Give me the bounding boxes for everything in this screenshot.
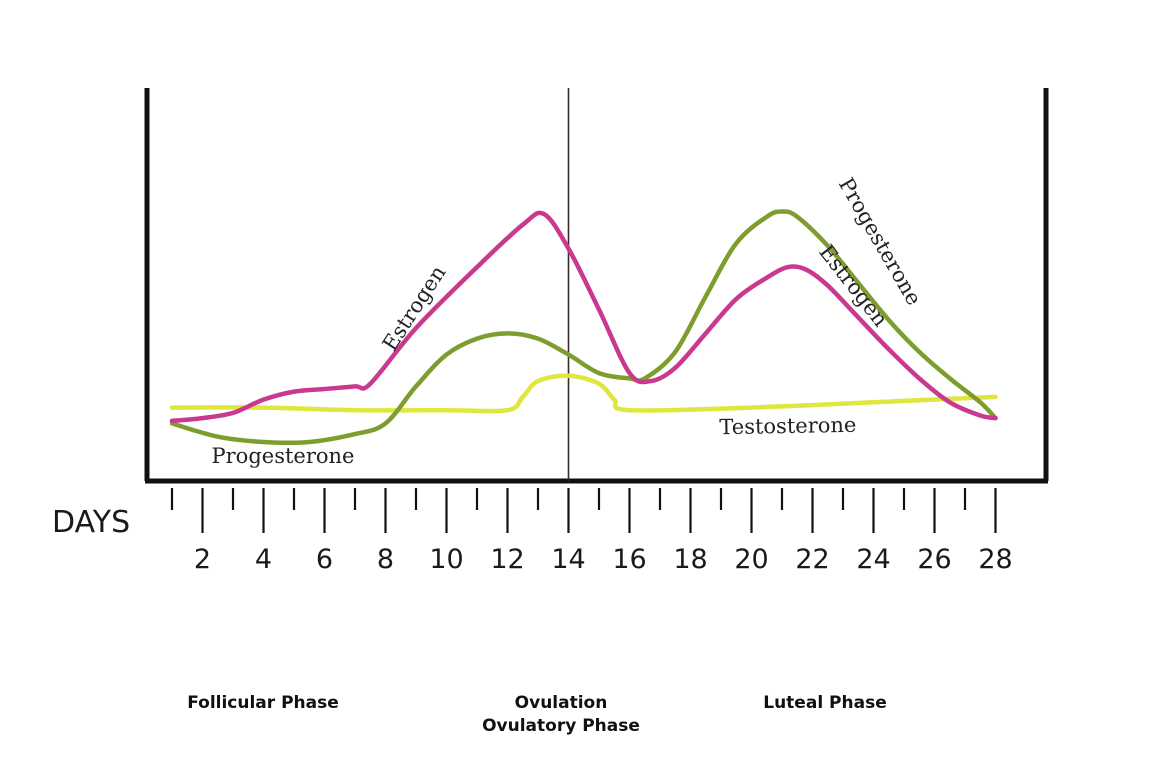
x-axis-tick-labels: 2 4 6 8 10 12 14 16 18 20 22 24 26 28 xyxy=(194,544,1013,575)
x-tick-label: 6 xyxy=(316,544,333,575)
chart-axes xyxy=(144,88,1049,484)
phase-label-line: Ovulation xyxy=(514,693,608,713)
phase-label-follicular: Follicular Phase xyxy=(168,692,358,715)
x-tick-label: 2 xyxy=(194,544,211,575)
x-tick-label: 8 xyxy=(377,544,394,575)
x-tick-label: 28 xyxy=(978,544,1012,575)
x-tick-label: 24 xyxy=(856,544,890,575)
x-tick-label: 10 xyxy=(429,544,463,575)
hormone-curves xyxy=(169,209,998,446)
testosterone-curve-label: Testosterone xyxy=(719,413,856,439)
estrogen-curve-label: Estrogen xyxy=(378,261,451,355)
x-tick-label: 26 xyxy=(917,544,951,575)
x-axis-ticks xyxy=(170,488,997,533)
x-tick-label: 4 xyxy=(255,544,272,575)
x-tick-label: 16 xyxy=(612,544,646,575)
x-tick-label: 20 xyxy=(734,544,768,575)
phase-label-line: Follicular Phase xyxy=(187,693,339,713)
phase-label-luteal: Luteal Phase xyxy=(730,692,920,715)
x-axis-title: DAYS xyxy=(52,505,130,540)
phase-label-ovulation: Ovulation Ovulatory Phase xyxy=(456,692,666,738)
testosterone-curve xyxy=(169,373,998,414)
x-tick-label: 22 xyxy=(795,544,829,575)
progesterone-curve-label: Progesterone xyxy=(212,444,355,468)
x-tick-label: 18 xyxy=(673,544,707,575)
estrogen-curve xyxy=(169,210,998,424)
phase-label-line: Luteal Phase xyxy=(763,693,887,713)
x-tick-label: 14 xyxy=(551,544,585,575)
x-tick-label: 12 xyxy=(490,544,524,575)
phase-label-line: Ovulatory Phase xyxy=(482,716,640,736)
